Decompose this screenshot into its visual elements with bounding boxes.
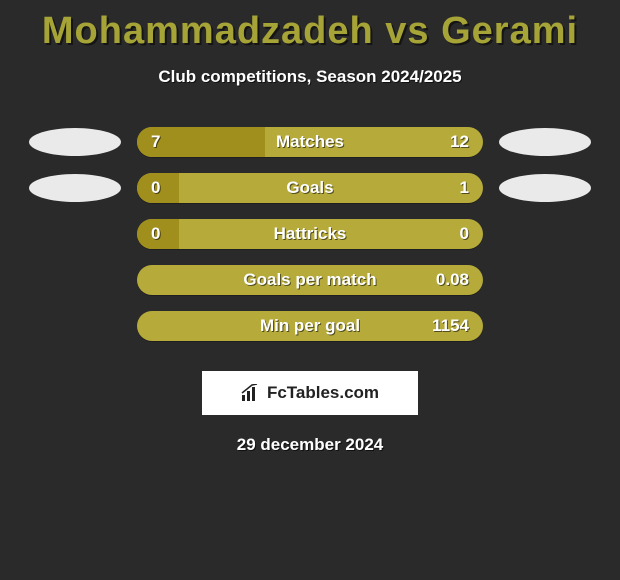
stat-bar: 0Hattricks0	[137, 219, 483, 249]
stat-row: Min per goal1154	[0, 303, 620, 349]
footer-date: 29 december 2024	[0, 435, 620, 455]
stat-bar: 0Goals1	[137, 173, 483, 203]
stat-label: Goals per match	[137, 265, 483, 295]
stat-right-value: 1	[460, 173, 469, 203]
stat-label: Min per goal	[137, 311, 483, 341]
left-team-ellipse	[29, 174, 121, 202]
page-title: Mohammadzadeh vs Gerami	[0, 10, 620, 53]
stat-bar: 7Matches12	[137, 127, 483, 157]
page-subtitle: Club competitions, Season 2024/2025	[0, 67, 620, 87]
stat-label: Goals	[137, 173, 483, 203]
stat-row: 0Goals1	[0, 165, 620, 211]
stat-label: Hattricks	[137, 219, 483, 249]
stat-bar: Goals per match0.08	[137, 265, 483, 295]
stat-label: Matches	[137, 127, 483, 157]
stat-right-value: 12	[450, 127, 469, 157]
right-team-ellipse	[499, 128, 591, 156]
comparison-rows: 7Matches120Goals10Hattricks0Goals per ma…	[0, 119, 620, 349]
stat-right-value: 1154	[432, 311, 469, 341]
left-team-ellipse	[29, 128, 121, 156]
stat-row: 0Hattricks0	[0, 211, 620, 257]
right-team-ellipse	[499, 174, 591, 202]
footer-brand-label: FcTables.com	[267, 383, 379, 403]
stat-row: 7Matches12	[0, 119, 620, 165]
bar-chart-icon	[241, 384, 261, 402]
stat-row: Goals per match0.08	[0, 257, 620, 303]
stat-right-value: 0	[460, 219, 469, 249]
footer-brand-box[interactable]: FcTables.com	[202, 371, 418, 415]
stat-bar: Min per goal1154	[137, 311, 483, 341]
stat-right-value: 0.08	[436, 265, 469, 295]
